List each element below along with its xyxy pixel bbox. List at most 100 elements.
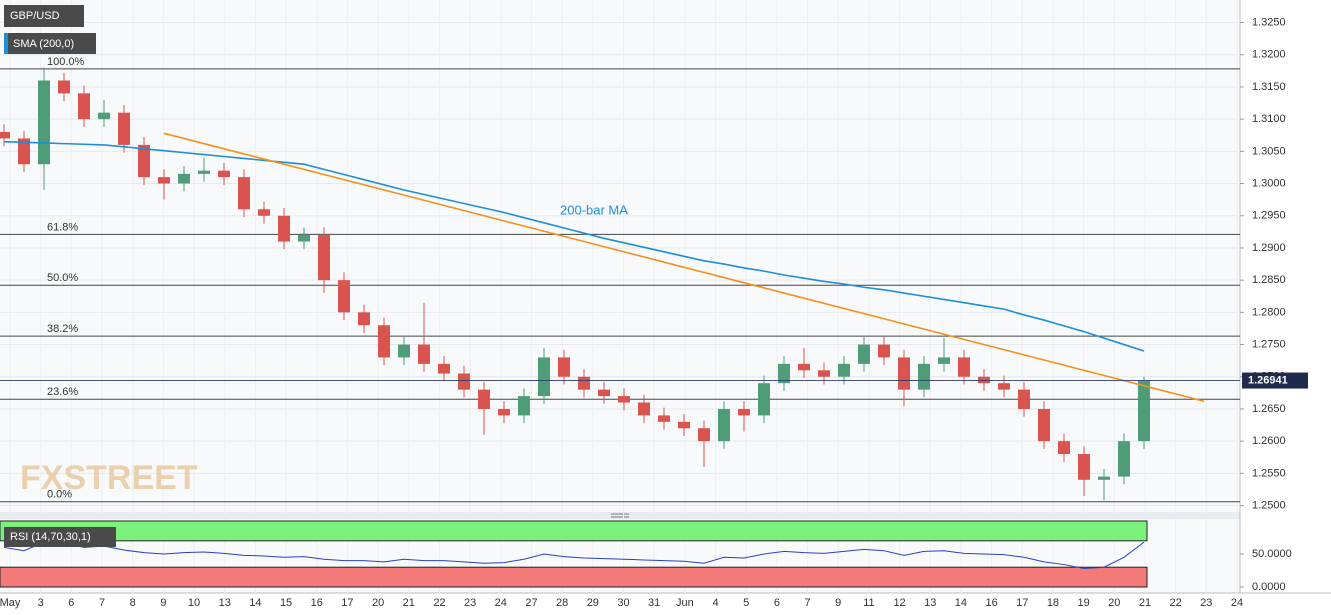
y-tick-label: 1.2600 [1252, 435, 1286, 447]
x-tick-label: 9 [160, 597, 166, 609]
candle-body [418, 344, 430, 364]
x-tick-label: 28 [556, 597, 568, 609]
y-tick-label: 1.3200 [1252, 49, 1286, 61]
x-tick-label: 7 [99, 597, 105, 609]
x-tick-label: 21 [1139, 597, 1151, 609]
candle-body [578, 376, 590, 390]
candle-body [878, 344, 890, 358]
candle-body [558, 357, 570, 377]
rsi-tick-label: 50.0000 [1252, 548, 1292, 560]
x-tick-label: 16 [985, 597, 997, 609]
symbol-box [4, 5, 84, 27]
x-tick-label: 27 [525, 597, 537, 609]
x-tick-label: 13 [219, 597, 231, 609]
candle-body [958, 357, 970, 377]
x-tick-label: 23 [1200, 597, 1212, 609]
x-tick-label: 21 [403, 597, 415, 609]
candle-body [1058, 441, 1070, 455]
candle-body [498, 408, 510, 416]
candle-body [118, 112, 130, 145]
candle-body [738, 408, 750, 416]
fib-label: 0.0% [47, 489, 72, 501]
x-tick-label: 10 [188, 597, 200, 609]
rsi-tick-label: 0.0000 [1252, 581, 1286, 593]
candle-body [38, 80, 50, 165]
y-tick-label: 1.3050 [1252, 145, 1286, 157]
y-tick-label: 1.2850 [1252, 274, 1286, 286]
candle-body [858, 344, 870, 364]
candle-body [318, 235, 330, 281]
fib-label: 38.2% [47, 323, 78, 335]
x-tick-label: 6 [68, 597, 74, 609]
candle-body [398, 344, 410, 358]
candle-body [278, 215, 290, 242]
candle-body [338, 280, 350, 313]
candle-body [698, 428, 710, 442]
y-tick-label: 1.3150 [1252, 81, 1286, 93]
candle-body [78, 93, 90, 120]
x-tick-label: 13 [924, 597, 936, 609]
x-tick-label: 17 [1016, 597, 1028, 609]
x-tick-label: 22 [433, 597, 445, 609]
y-tick-label: 1.2800 [1252, 306, 1286, 318]
candle-body [598, 389, 610, 397]
x-tick-label: 20 [372, 597, 384, 609]
y-tick-label: 1.3000 [1252, 177, 1286, 189]
panel-divider [0, 512, 1240, 519]
ma-line [3, 140, 1145, 352]
fib-label: 23.6% [47, 386, 78, 398]
y-tick-label: 1.2900 [1252, 242, 1286, 254]
candle-body [658, 415, 670, 422]
candle-body [638, 402, 650, 416]
ma-annotation: 200-bar MA [560, 202, 628, 217]
indicator-box [4, 33, 96, 54]
candle-body [998, 383, 1010, 390]
candle-body [918, 363, 930, 390]
candle-body [458, 373, 470, 390]
last-price-label: 1.26941 [1248, 374, 1288, 386]
candle-body [1138, 380, 1150, 442]
watermark: FXSTREET [20, 459, 198, 497]
x-tick-label: 18 [1047, 597, 1059, 609]
x-tick-label: 4 [712, 597, 718, 609]
y-tick-label: 1.3100 [1252, 113, 1286, 125]
x-tick-label: May [0, 597, 21, 609]
x-tick-label: 30 [617, 597, 629, 609]
candle-body [718, 408, 730, 442]
candle-body [298, 235, 310, 242]
indicator-swatch [4, 33, 8, 54]
candle-body [798, 363, 810, 371]
candle-body [778, 363, 790, 384]
plot-background [0, 0, 1240, 512]
candle-body [1038, 408, 1050, 442]
x-tick-label: 14 [955, 597, 967, 609]
candle-body [818, 370, 830, 377]
candle-body [1078, 454, 1090, 480]
candle-body [978, 376, 990, 384]
symbol: GBP/USD [10, 10, 60, 22]
candle-body [898, 357, 910, 390]
candle-body [478, 389, 490, 409]
candle-body [58, 80, 70, 94]
x-tick-label: 29 [587, 597, 599, 609]
x-tick-label: 8 [130, 597, 136, 609]
x-tick-label: 7 [804, 597, 810, 609]
candle-body [538, 357, 550, 397]
x-tick-label: 3 [38, 597, 44, 609]
fib-label: 50.0% [47, 272, 78, 284]
x-tick-label: 6 [774, 597, 780, 609]
x-tick-label: Jun [676, 597, 694, 609]
rsi-line [3, 541, 1145, 570]
x-tick-label: 19 [1078, 597, 1090, 609]
x-tick-label: 31 [648, 597, 660, 609]
oversold-zone [0, 566, 1148, 588]
candle-body [258, 209, 270, 216]
y-tick-label: 1.3250 [1252, 16, 1286, 28]
x-tick-label: 15 [280, 597, 292, 609]
candle-body [158, 177, 170, 184]
candle-body [618, 396, 630, 403]
x-tick-label: 14 [249, 597, 261, 609]
candle-body [438, 363, 450, 374]
y-tick-label: 1.2750 [1252, 338, 1286, 350]
rsi-label: RSI (14,70,30,1) [10, 531, 91, 543]
